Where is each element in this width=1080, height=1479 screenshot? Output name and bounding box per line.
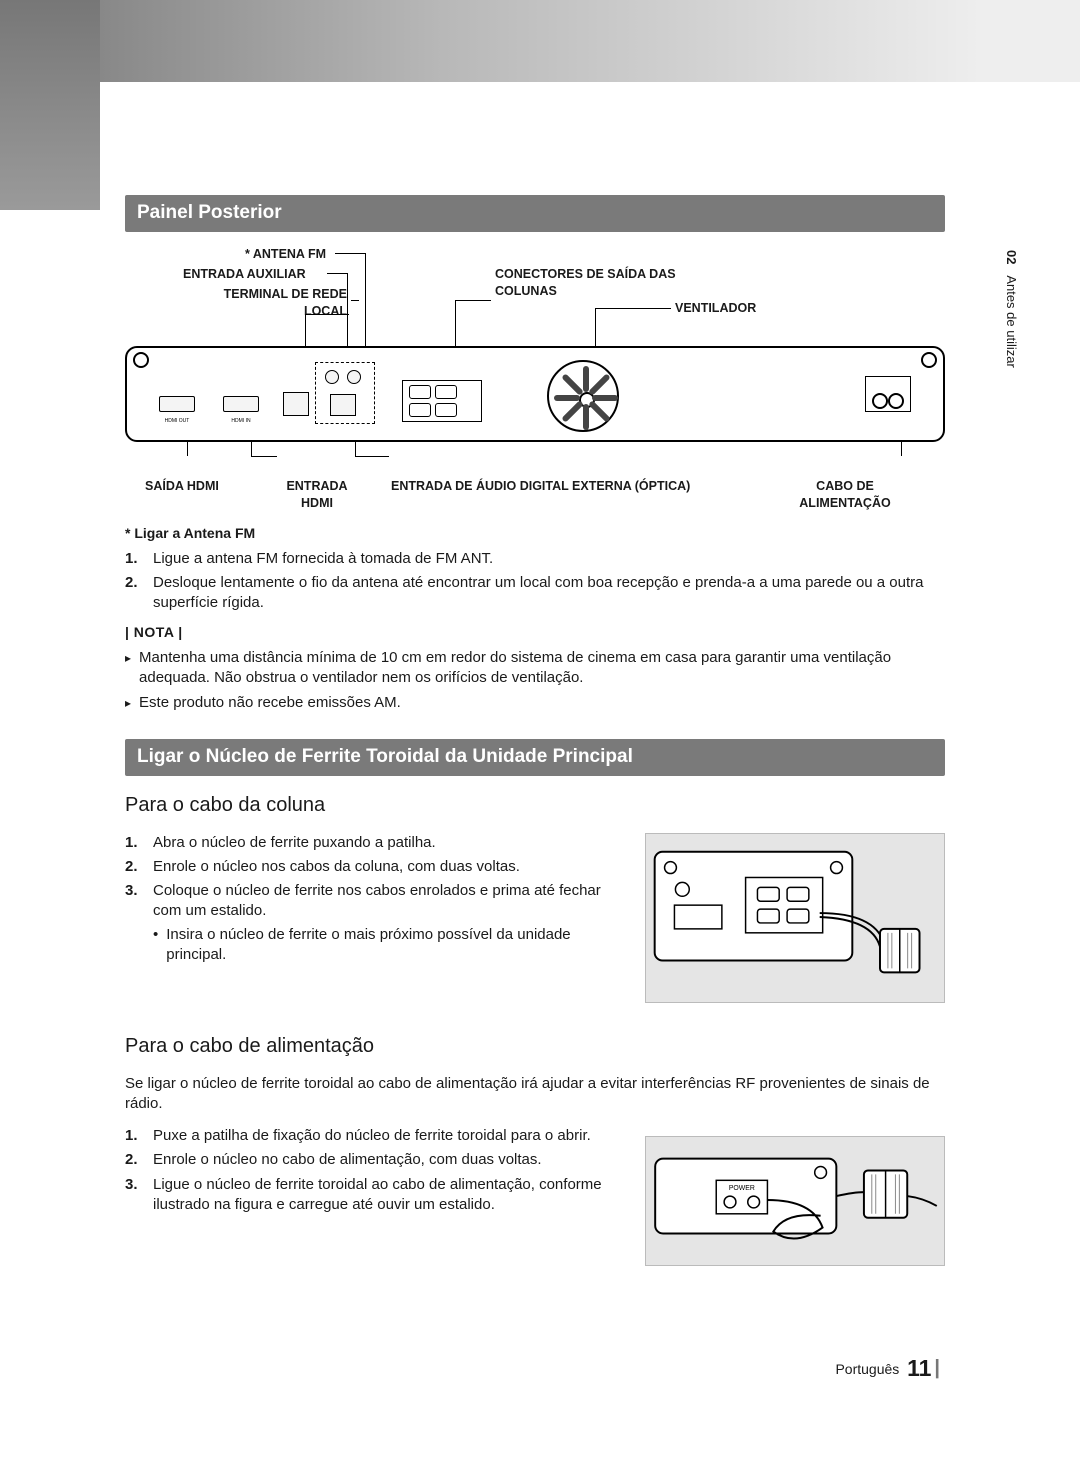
list-item: 1.Abra o núcleo de ferrite puxando a pat… xyxy=(125,833,621,853)
section-title-ferrite: Ligar o Núcleo de Ferrite Toroidal da Un… xyxy=(125,739,945,776)
list-item: 1.Puxe a patilha de fixação do núcleo de… xyxy=(125,1126,621,1146)
fm-connect-heading: * Ligar a Antena FM xyxy=(125,524,945,543)
fan-icon xyxy=(547,360,619,432)
list-item: 2.Enrole o núcleo no cabo de alimentação… xyxy=(125,1150,621,1170)
list-item: Insira o núcleo de ferrite o mais próxim… xyxy=(153,925,621,966)
power-cable-steps: 1.Puxe a patilha de fixação do núcleo de… xyxy=(125,1126,621,1215)
speaker-out-block xyxy=(402,380,482,422)
callout-antena-fm: * ANTENA FM xyxy=(245,246,326,263)
callout-hdmi-out: SAÍDA HDMI xyxy=(145,478,219,495)
side-chapter-tab: 02 Antes de utilizar xyxy=(1002,250,1020,368)
fm-steps-list: 1.Ligue a antena FM fornecida à tomada d… xyxy=(125,549,945,614)
port-lan xyxy=(283,392,309,416)
speaker-cable-steps: 1.Abra o núcleo de ferrite puxando a pat… xyxy=(125,833,621,966)
power-inlet xyxy=(865,376,911,412)
note-label: | NOTA | xyxy=(125,623,945,642)
left-gradient-stripe xyxy=(0,0,100,210)
callout-fan: VENTILADOR xyxy=(675,300,756,317)
list-item: 1.Ligue a antena FM fornecida à tomada d… xyxy=(125,549,945,569)
list-item: Mantenha uma distância mínima de 10 cm e… xyxy=(125,648,945,689)
callout-speakers: CONECTORES DE SAÍDA DAS COLUNAS xyxy=(495,266,705,300)
footer-page-number: 11 xyxy=(907,1355,931,1381)
chapter-number: 02 xyxy=(1004,250,1019,264)
footer-language: Português xyxy=(835,1361,899,1377)
list-item: 3.Ligue o núcleo de ferrite toroidal ao … xyxy=(125,1175,621,1216)
port-fm-ant xyxy=(347,370,361,384)
svg-text:POWER: POWER xyxy=(729,1185,755,1192)
power-cable-intro: Se ligar o núcleo de ferrite toroidal ao… xyxy=(125,1074,945,1115)
subheading-power-cable: Para o cabo de alimentação xyxy=(125,1033,945,1060)
section-title-rear-panel: Painel Posterior xyxy=(125,195,945,232)
list-item: 3. Coloque o núcleo de ferrite nos cabos… xyxy=(125,881,621,965)
list-item: 2.Desloque lentamente o fio da antena at… xyxy=(125,573,945,614)
port-hdmi-in xyxy=(223,396,259,412)
callout-hdmi-in: ENTRADA HDMI xyxy=(277,478,357,512)
illustration-ferrite-power: POWER xyxy=(645,1136,945,1266)
rear-panel-diagram: * ANTENA FM ENTRADA AUXILIAR TERMINAL DE… xyxy=(125,246,945,466)
port-optical xyxy=(330,394,356,416)
page-footer: Português 11| xyxy=(835,1353,940,1384)
subheading-speaker-cable: Para o cabo da coluna xyxy=(125,792,945,819)
note-list: Mantenha uma distância mínima de 10 cm e… xyxy=(125,648,945,713)
list-item: Este produto não recebe emissões AM. xyxy=(125,693,945,713)
device-chassis: HDMI OUT HDMI IN xyxy=(125,346,945,442)
list-item: 2.Enrole o núcleo nos cabos da coluna, c… xyxy=(125,857,621,877)
callout-power: CABO DE ALIMENTAÇÃO xyxy=(785,478,905,512)
port-aux-in xyxy=(325,370,339,384)
callout-aux: ENTRADA AUXILIAR xyxy=(183,266,306,283)
callout-optical: ENTRADA DE ÁUDIO DIGITAL EXTERNA (ÓPTICA… xyxy=(391,478,691,495)
port-hdmi-out xyxy=(159,396,195,412)
chapter-title: Antes de utilizar xyxy=(1004,275,1019,368)
illustration-ferrite-speaker xyxy=(645,833,945,1003)
top-gradient-stripe xyxy=(100,0,1080,82)
